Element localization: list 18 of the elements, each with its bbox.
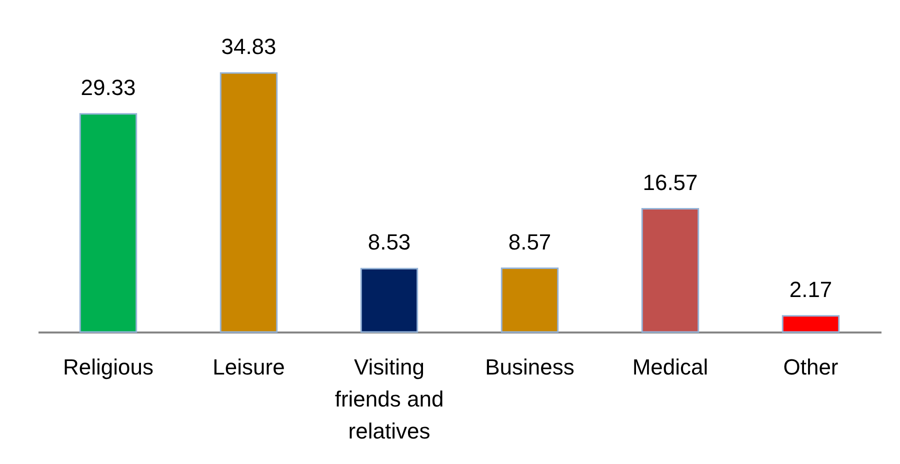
- data-label: 8.53: [368, 230, 411, 255]
- data-label: 16.57: [642, 170, 698, 195]
- bar: [500, 268, 559, 333]
- x-tick-label: Leisure: [212, 354, 285, 380]
- x-tick-label: Visiting friends and relatives: [334, 354, 444, 444]
- bar: [220, 72, 278, 333]
- data-label: 8.57: [508, 229, 552, 254]
- x-tick-label: Other: [783, 354, 838, 380]
- data-label: 34.83: [221, 34, 276, 59]
- bar: [782, 315, 840, 333]
- x-tick-label: Religious: [63, 354, 154, 380]
- data-label: 29.33: [80, 74, 136, 100]
- bar: [360, 268, 418, 333]
- x-tick-label: Medical: [632, 354, 708, 380]
- x-tick-label: Business: [485, 354, 574, 380]
- data-label: 2.17: [789, 276, 832, 302]
- bar: [79, 113, 138, 333]
- bar: [641, 208, 700, 333]
